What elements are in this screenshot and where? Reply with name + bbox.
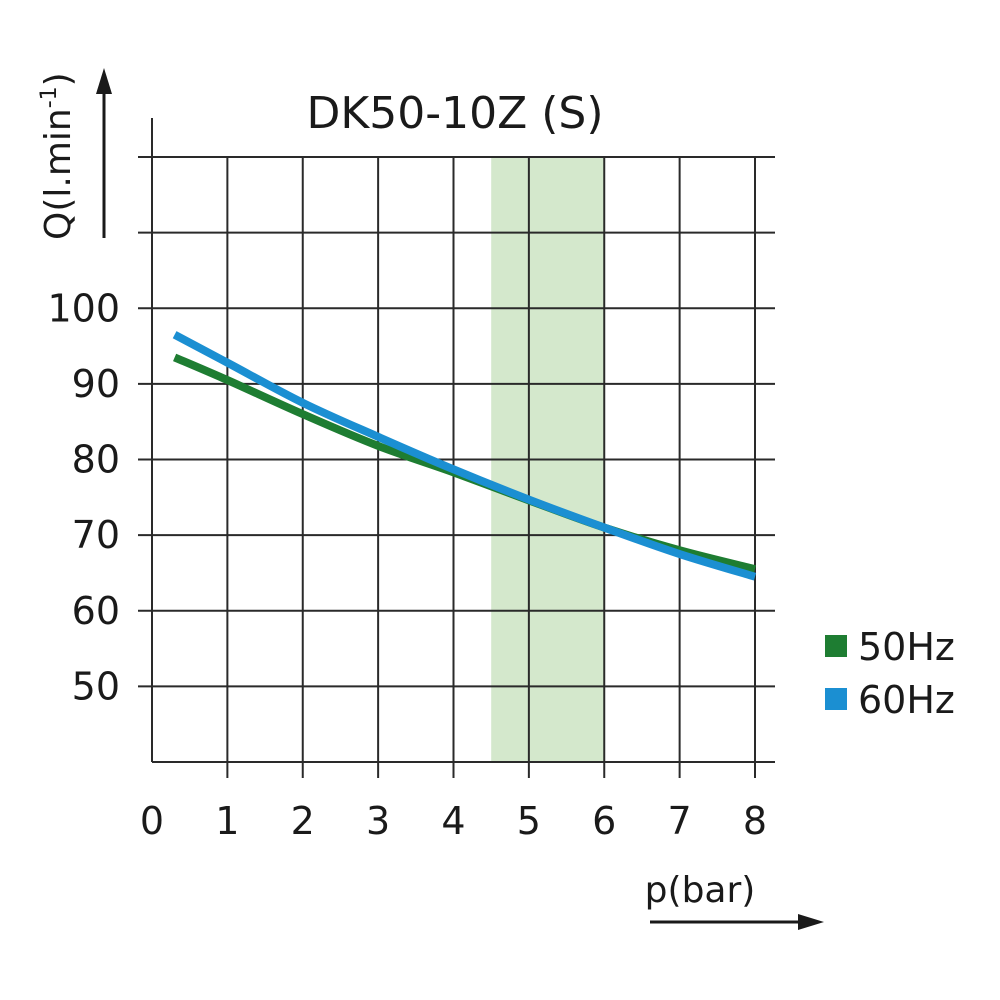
y-tick-label: 70 [72,513,120,557]
x-tick-label: 3 [366,799,390,843]
x-tick-label: 7 [668,799,692,843]
y-tick-label: 100 [47,286,120,330]
x-tick-label: 0 [140,799,164,843]
x-tick-label: 4 [441,799,465,843]
y-axis-label-sup: -1 [37,86,62,108]
x-tick-label: 2 [291,799,315,843]
series-layer [172,331,757,581]
axis-layer [96,68,824,930]
y-tick-label: 80 [72,438,120,482]
legend-label-60hz: 60Hz [858,678,955,722]
x-arrow-head [798,914,824,930]
y-axis-label-main: Q(l.min [38,108,79,240]
x-tick-label: 6 [592,799,616,843]
chart-title: DK50-10Z (S) [307,88,604,139]
x-tick-label: 5 [517,799,541,843]
legend-swatch-50hz [825,635,847,657]
series-line-50hz [173,353,756,574]
legend-swatch-60hz [825,688,847,710]
y-tick-label: 90 [72,362,120,406]
y-axis-label: Q(l.min-1) [37,72,79,240]
y-arrow-head [96,68,112,94]
x-tick-label: 1 [215,799,239,843]
y-tick-label: 60 [72,589,120,633]
tick-label-layer: 0 1 2 3 4 5 6 7 8 50 60 70 80 90 100 [47,286,767,843]
series-line-60hz [172,331,757,581]
legend-label-50hz: 50Hz [858,625,955,669]
grid-layer [138,156,775,778]
y-axis-label-close: ) [38,72,79,86]
y-tick-label: 50 [72,664,120,708]
x-axis-label: p(bar) [645,870,756,911]
legend: 50Hz 60Hz [825,625,955,722]
x-tick-label: 8 [743,799,767,843]
